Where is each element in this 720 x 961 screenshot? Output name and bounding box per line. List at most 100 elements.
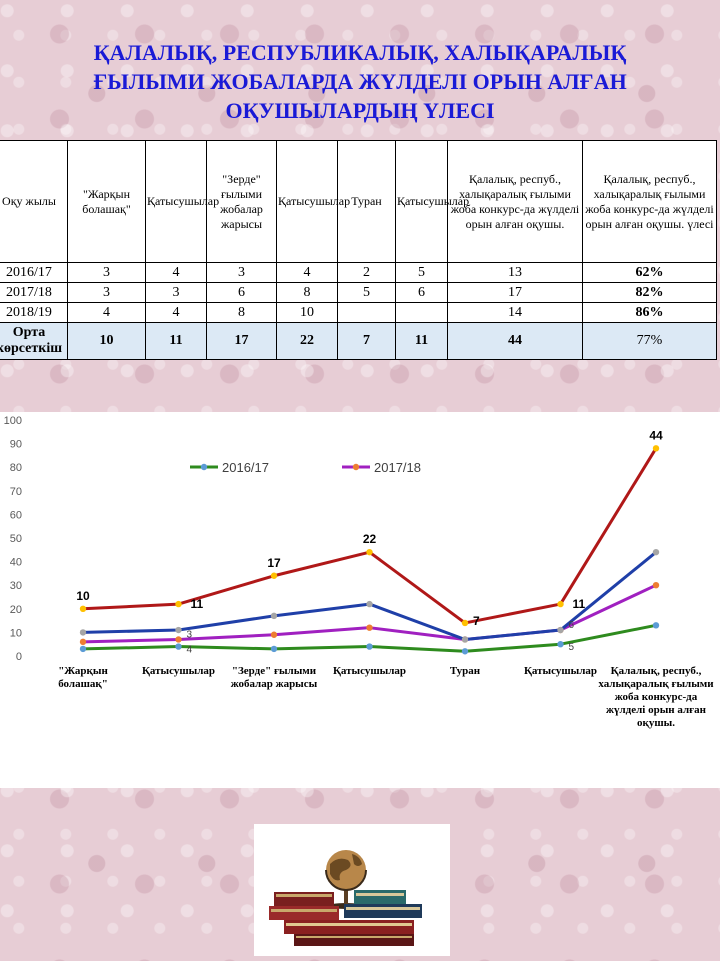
y-tick-label: 60 [10, 509, 22, 521]
series-point [175, 643, 182, 650]
y-tick-label: 50 [10, 533, 22, 545]
y-tick-label: 10 [10, 627, 22, 639]
table-row: 2017/18 3 3 6 8 5 6 17 82% [0, 282, 717, 303]
series-point [79, 645, 87, 653]
table-cell: 4 [145, 262, 207, 283]
table-cell: 13 [447, 262, 583, 283]
table-cell: 8 [276, 282, 338, 303]
table-cell: 5 [337, 282, 396, 303]
series-point [652, 445, 660, 452]
header-cell: Қалалық, респуб., халықаралық ғылыми жоб… [447, 140, 583, 263]
data-label: 3 [187, 629, 193, 640]
table-cell: 4 [67, 302, 146, 323]
line-chart: 0 10 20 30 40 50 60 70 80 90 100 "Жарқын болашақ" Қат… [0, 412, 720, 788]
table-cell: 7 [337, 322, 396, 360]
table-header-row: Оқу жылы "Жарқын болашақ" Қатысушылар "З… [0, 140, 717, 263]
series-point [270, 572, 278, 579]
table-cell: 11 [395, 322, 448, 360]
series-point [557, 626, 564, 634]
table-cell: 2 [337, 262, 396, 283]
table-cell: 17 [206, 322, 277, 360]
chart-svg: 0 10 20 30 40 50 60 70 80 90 100 "Жарқын болашақ" Қат… [4, 415, 715, 729]
series-point [175, 626, 182, 634]
table-cell: 10 [67, 322, 146, 360]
x-tick-label: Қатысушылар [333, 665, 406, 677]
data-table-container: Оқу жылы "Жарқын болашақ" Қатысушылар "З… [0, 140, 717, 360]
table-cell: 3 [145, 282, 207, 303]
table-cell: 22 [276, 322, 338, 360]
header-cell: Қатысушылар [276, 140, 350, 263]
table-cell: 3 [67, 282, 146, 303]
table-cell: 11 [145, 322, 207, 360]
y-tick-label: 70 [10, 486, 22, 498]
y-tick-label: 20 [10, 604, 22, 616]
table-cell: 8 [206, 302, 277, 323]
data-label: 10 [76, 589, 90, 603]
y-tick-label: 90 [10, 439, 22, 451]
x-tick-label: Қатысушылар [142, 665, 215, 677]
series-point [175, 636, 182, 643]
data-label: 4 [187, 645, 193, 656]
series-point [557, 641, 564, 648]
header-cell: Қатысушылар [145, 140, 219, 263]
share-cell: 77% [582, 322, 717, 360]
series-point [270, 612, 278, 620]
table-row: 2016/17 3 4 3 4 2 5 13 62% [0, 262, 717, 283]
series-point [79, 638, 87, 646]
x-tick-label: "Жарқын болашақ" [58, 665, 108, 690]
table-cell: 2018/19 [0, 302, 68, 323]
series-point [366, 548, 373, 556]
table-cell [395, 302, 448, 323]
legend-marker [200, 463, 208, 471]
series-point [461, 636, 469, 643]
header-cell: Оқу жылы [0, 140, 68, 263]
header-cell: "Зерде" ғылыми жобалар жарысы [206, 140, 277, 263]
x-tick-label: Қалалық, респуб., халықаралық ғылыми жоба … [598, 665, 714, 729]
series-point [175, 600, 182, 608]
table-cell: 6 [395, 282, 448, 303]
share-cell: 62% [582, 262, 717, 283]
legend-label: 2017/18 [374, 460, 421, 475]
table-cell: 3 [206, 262, 277, 283]
table-cell: 14 [447, 302, 583, 323]
data-label: 11 [191, 597, 204, 611]
series-point [366, 600, 373, 608]
series-point [366, 624, 373, 631]
share-cell: 82% [582, 282, 717, 303]
table-cell: 44 [447, 322, 583, 360]
table-cell: 6 [206, 282, 277, 303]
y-tick-label: 30 [10, 580, 22, 592]
data-label: 11 [573, 597, 586, 611]
table-cell: 2017/18 [0, 282, 68, 303]
series-point [270, 645, 278, 653]
books-globe-image [254, 824, 450, 956]
data-label: 5 [569, 642, 575, 653]
data-table: Оқу жылы "Жарқын болашақ" Қатысушылар "З… [0, 140, 717, 360]
header-cell: "Жарқын болашақ" [67, 140, 146, 263]
table-cell: 5 [395, 262, 448, 283]
table-cell [337, 302, 396, 323]
data-label: 44 [649, 428, 663, 442]
table-total-row: Орта көрсеткіш 10 11 17 22 7 11 44 77% [0, 322, 717, 360]
x-tick-label: "Зерде" ғылыми жобалар жарысы [231, 665, 318, 690]
x-tick-label: Қатысушылар [524, 665, 597, 677]
y-tick-label: 0 [16, 651, 22, 663]
series-point [557, 600, 564, 608]
series-point [652, 582, 660, 589]
series-line-2 [82, 583, 657, 644]
table-cell: 17 [447, 282, 583, 303]
legend-marker [352, 463, 360, 471]
series-point [270, 631, 278, 638]
series-point [652, 548, 660, 556]
series-point [461, 648, 469, 655]
books-globe-illustration [269, 850, 422, 946]
table-cell: Орта көрсеткіш [0, 322, 68, 360]
header-cell: Туран [337, 140, 396, 263]
table-row: 2018/19 4 4 8 10 14 86% [0, 302, 717, 323]
table-cell: 3 [67, 262, 146, 283]
header-cell: Қалалық, респуб., халықаралық ғылыми жоб… [582, 140, 717, 263]
table-cell: 4 [276, 262, 338, 283]
data-label: 17 [267, 556, 281, 570]
share-cell: 86% [582, 302, 717, 323]
y-tick-label: 100 [4, 415, 22, 427]
